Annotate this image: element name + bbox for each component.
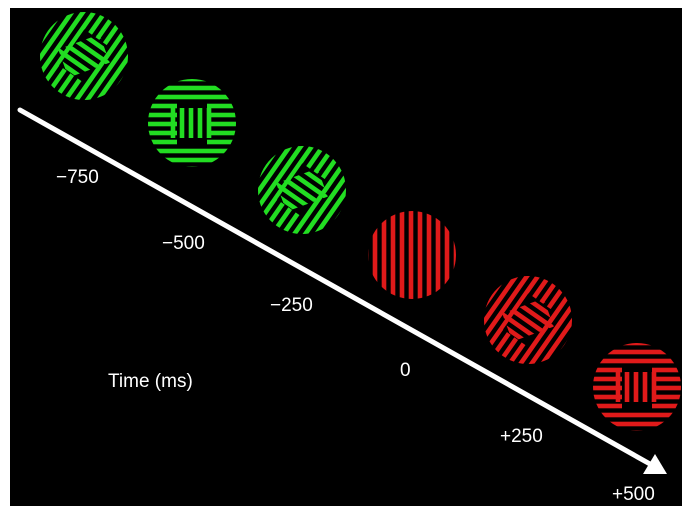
tick-label-minus-250: −250 xyxy=(270,295,313,316)
time-arrow xyxy=(17,107,667,474)
tick-label-plus-250: +250 xyxy=(500,426,543,447)
timeline-diagram: Time (ms) −750 −500 −250 0 +250 +500 xyxy=(10,8,682,506)
axis-title: Time (ms) xyxy=(108,371,193,392)
stimulus-red-vertical-grating xyxy=(368,211,456,299)
time-arrow-shaft xyxy=(17,107,653,467)
time-arrow-head xyxy=(643,454,667,474)
stimulus-green-diagonal-grating-with-inset xyxy=(22,8,146,118)
stimulus-red-diagonal-grating-with-inset xyxy=(466,258,590,382)
tick-label-plus-500: +500 xyxy=(612,484,655,505)
tick-label-minus-500: −500 xyxy=(162,233,205,254)
timeline-graphic xyxy=(17,8,681,474)
tick-label-minus-750: −750 xyxy=(56,167,99,188)
tick-label-zero: 0 xyxy=(400,360,411,381)
stimulus-red-horizontal-grating-with-inset xyxy=(593,343,681,431)
stimulus-green-horizontal-grating-with-inset xyxy=(148,79,236,167)
